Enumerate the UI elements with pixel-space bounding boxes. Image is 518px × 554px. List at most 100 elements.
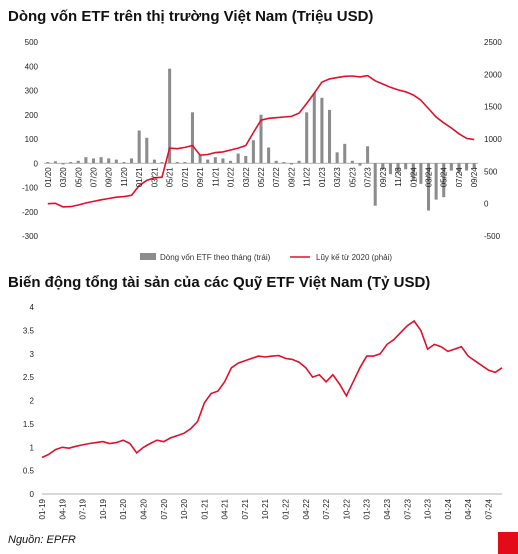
x-axis-tick: 07/23 bbox=[364, 167, 373, 188]
left-axis-tick: 200 bbox=[25, 111, 39, 120]
x-axis-tick: 04-19 bbox=[58, 498, 67, 519]
flow-bar bbox=[259, 114, 263, 164]
flow-bar bbox=[107, 158, 111, 164]
flow-bar bbox=[434, 163, 438, 200]
x-axis-tick: 01-20 bbox=[119, 498, 128, 519]
x-axis-tick: 11/22 bbox=[303, 167, 312, 187]
x-axis-tick: 04-21 bbox=[221, 498, 230, 519]
x-axis-tick: 04-23 bbox=[383, 498, 392, 519]
x-axis-tick: 07/21 bbox=[181, 167, 190, 188]
flow-bar bbox=[130, 158, 134, 164]
x-axis-tick: 09/22 bbox=[287, 167, 296, 188]
flow-bar bbox=[358, 163, 362, 166]
flow-bar bbox=[373, 163, 377, 206]
x-axis-tick: 04-22 bbox=[302, 498, 311, 519]
flow-bar bbox=[236, 153, 240, 164]
flow-bar bbox=[350, 160, 354, 164]
x-axis-tick: 05/21 bbox=[166, 167, 175, 188]
flow-bar bbox=[305, 112, 309, 164]
legend-bar-swatch bbox=[140, 253, 156, 260]
x-axis-tick: 01/21 bbox=[135, 167, 144, 188]
flow-bar bbox=[289, 163, 293, 165]
x-axis-tick: 07-22 bbox=[322, 498, 331, 519]
chart2-title: Biến động tổng tài sản của các Quỹ ETF V… bbox=[8, 274, 431, 291]
flow-bar bbox=[190, 112, 194, 164]
x-axis-tick: 10-23 bbox=[424, 498, 433, 519]
left-axis-tick: -300 bbox=[22, 232, 39, 241]
x-axis-tick: 11/20 bbox=[120, 167, 129, 187]
right-axis-tick: 2500 bbox=[484, 38, 502, 47]
right-axis-tick: 1000 bbox=[484, 135, 502, 144]
flow-bar bbox=[388, 163, 392, 175]
x-axis-tick: 07/22 bbox=[272, 167, 281, 188]
left-axis-tick: 100 bbox=[25, 135, 39, 144]
y-axis-tick: 2 bbox=[30, 397, 35, 406]
legend-bar-label: Dòng vốn ETF theo tháng (trái) bbox=[160, 253, 271, 262]
flow-bar bbox=[267, 147, 271, 164]
x-axis-tick: 04-20 bbox=[139, 498, 148, 519]
x-axis-tick: 05/24 bbox=[440, 167, 449, 188]
flow-bar bbox=[411, 163, 415, 181]
x-axis-tick: 01/24 bbox=[409, 167, 418, 188]
flow-bar bbox=[46, 162, 50, 164]
x-axis-tick: 11/21 bbox=[211, 167, 220, 187]
flow-bar bbox=[419, 163, 423, 184]
x-axis-tick: 01-23 bbox=[363, 498, 372, 519]
flow-bar bbox=[91, 158, 96, 164]
left-axis-tick: -100 bbox=[22, 184, 39, 193]
x-axis-tick: 04-24 bbox=[464, 498, 473, 519]
flow-bar bbox=[99, 157, 103, 164]
flow-bar bbox=[206, 159, 210, 164]
flow-bar bbox=[343, 143, 347, 164]
flow-bar bbox=[404, 163, 408, 170]
x-axis-tick: 07-19 bbox=[79, 498, 88, 519]
flow-bar bbox=[61, 163, 65, 165]
x-axis-tick: 03/21 bbox=[150, 167, 159, 188]
flow-bar bbox=[442, 163, 446, 198]
etf-flow-chart: -300 -200 -100 0 100 200 300 400 500 -500 0 500 1000… bbox=[22, 38, 502, 262]
x-axis-tick: 09/24 bbox=[470, 167, 479, 188]
flow-bar bbox=[335, 152, 339, 164]
flow-bar bbox=[449, 163, 453, 171]
flow-bar bbox=[175, 162, 179, 164]
flow-bar bbox=[183, 162, 187, 164]
right-axis-tick: 500 bbox=[484, 167, 498, 176]
flow-bar bbox=[53, 161, 57, 164]
right-axis-tick: 0 bbox=[484, 200, 489, 209]
flow-bar bbox=[472, 163, 476, 169]
left-axis-tick: 500 bbox=[25, 38, 39, 47]
flow-bar bbox=[251, 140, 255, 164]
flow-bar bbox=[168, 68, 172, 164]
x-axis-tick: 07/20 bbox=[89, 167, 98, 188]
flow-bar bbox=[152, 159, 156, 164]
flow-bar bbox=[381, 163, 385, 170]
x-axis-tick: 03/20 bbox=[59, 167, 68, 188]
assets-line bbox=[41, 319, 503, 459]
x-axis-tick: 01/22 bbox=[227, 167, 236, 188]
flow-bar bbox=[426, 163, 431, 211]
x-axis-tick: 07-20 bbox=[160, 498, 169, 519]
y-axis-tick: 0.5 bbox=[23, 467, 35, 476]
source-note: Nguồn: EPFR bbox=[8, 534, 76, 546]
flow-bar bbox=[244, 155, 248, 164]
flow-bar bbox=[366, 146, 370, 164]
x-axis-tick: 01-19 bbox=[38, 498, 47, 519]
left-axis-tick: 300 bbox=[25, 87, 39, 96]
y-axis-tick: 3 bbox=[30, 350, 35, 359]
x-axis-tick: 09/20 bbox=[105, 167, 114, 188]
x-axis-tick: 03/23 bbox=[333, 167, 342, 188]
flow-bar bbox=[229, 160, 233, 164]
x-axis-tick: 01/20 bbox=[44, 167, 53, 188]
flow-bar bbox=[457, 163, 461, 173]
cumulative-line bbox=[47, 74, 475, 208]
y-axis-tick: 2.5 bbox=[23, 373, 35, 382]
left-axis-tick: -200 bbox=[22, 208, 39, 217]
x-axis-tick: 09/21 bbox=[196, 167, 205, 188]
x-axis-tick: 01-21 bbox=[200, 498, 209, 519]
flow-bar bbox=[465, 163, 469, 171]
flow-bar bbox=[312, 92, 316, 164]
right-axis-tick: 2000 bbox=[484, 70, 502, 79]
y-axis-tick: 4 bbox=[30, 303, 35, 312]
flow-bar bbox=[320, 97, 324, 164]
x-axis-tick: 05/22 bbox=[257, 167, 266, 188]
